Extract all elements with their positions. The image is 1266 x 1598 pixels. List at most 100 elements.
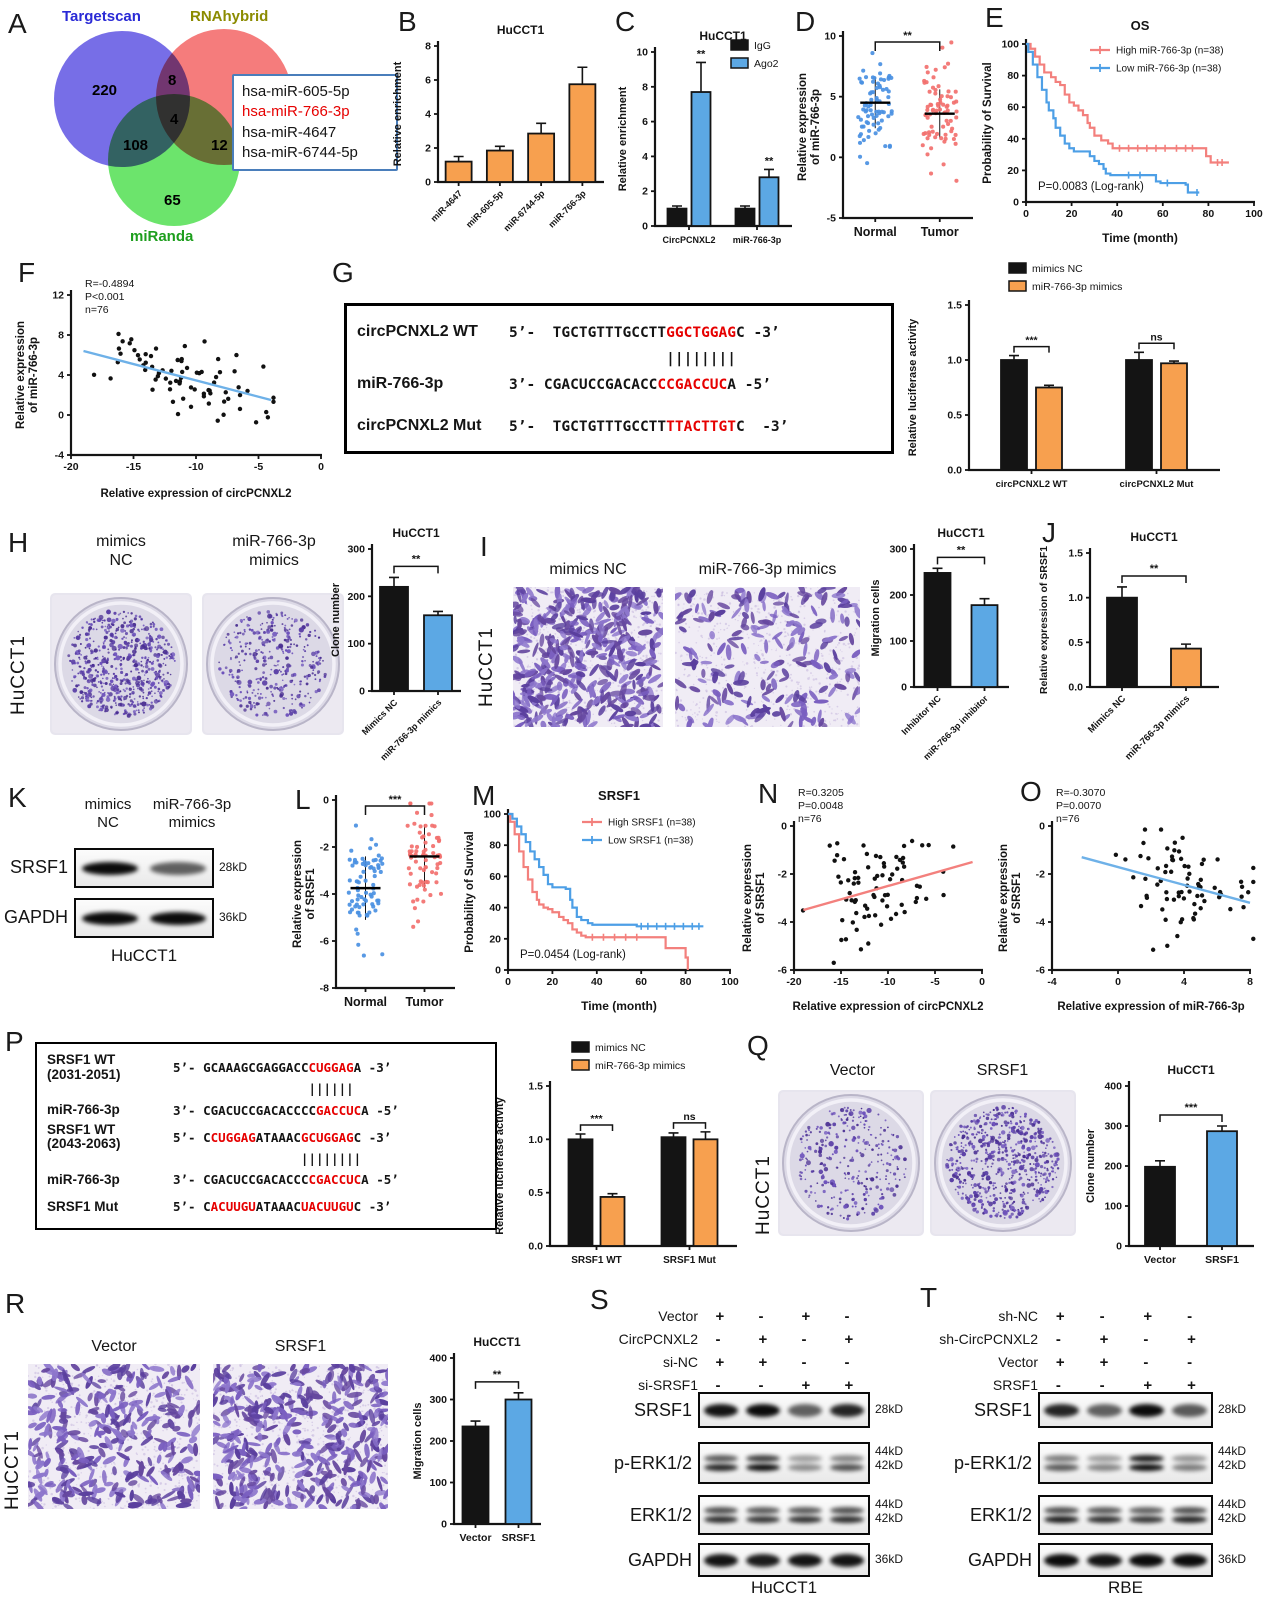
svg-text:Relative luciferase activity: Relative luciferase activity <box>494 1096 506 1234</box>
condition-label: sh-CircPCNXL2 <box>939 1331 1038 1347</box>
data-point <box>865 121 871 126</box>
data-point <box>925 104 930 109</box>
sequence-row: miR-766-3p 3’- CGACUCCGACACCCCGACCUCA -5’ <box>47 1166 489 1193</box>
svg-text:High miR-766-3p (n=38): High miR-766-3p (n=38) <box>1116 46 1224 57</box>
data-point <box>180 396 186 401</box>
condition-sign: - <box>715 1377 721 1394</box>
data-point <box>1187 871 1192 877</box>
condition-label: si-NC <box>663 1354 698 1370</box>
data-point <box>864 906 870 911</box>
protein-label: p-ERK1/2 <box>613 1453 692 1473</box>
panel-N: N -6 -4 -2 0 -20 -15 -10 -5 0 Relative expression… <box>740 770 990 1020</box>
data-point <box>421 883 426 888</box>
protein-band <box>1172 1516 1208 1523</box>
svg-text:R=0.3205: R=0.3205 <box>798 787 844 799</box>
svg-text:-6: -6 <box>778 965 787 977</box>
data-point <box>835 841 840 846</box>
svg-text:0.0: 0.0 <box>1068 682 1083 694</box>
data-point <box>223 390 228 395</box>
candidate-mirna-list: hsa-miR-605-5p hsa-miR-766-3p hsa-miR-4647… <box>232 74 398 171</box>
sequence-text: 5’- TGCTGTTTGCCTTTTACTTGTC -3’ <box>509 418 789 435</box>
data-point <box>874 85 879 91</box>
data-point <box>941 124 946 129</box>
data-point <box>363 878 368 883</box>
correlation-scatter: -6 -4 -2 0 -4 0 4 8 Relative expression of miR-7… <box>996 782 1260 1021</box>
svg-text:100: 100 <box>347 638 365 650</box>
svg-text:Low miR-766-3p (n=38): Low miR-766-3p (n=38) <box>1116 64 1221 75</box>
colony-dish-photo <box>202 593 344 740</box>
svg-text:0: 0 <box>1116 1241 1122 1253</box>
svg-text:OS: OS <box>1131 18 1150 33</box>
survival-curve <box>1026 42 1200 194</box>
condition-label: CircPCNXL2 <box>618 1331 698 1347</box>
data-point <box>935 131 940 137</box>
data-point <box>206 401 212 406</box>
panel-F: F -4 0 4 8 12 -20 -15 -10 -5 0 Relative expression… <box>5 255 335 500</box>
data-point <box>949 40 954 45</box>
data-point <box>851 881 857 886</box>
panel-letter: N <box>758 778 779 809</box>
chart-svg <box>668 582 865 733</box>
panel-D: D -5 0 5 10 Relative expression of miR-766-3p… <box>795 0 980 250</box>
svg-text:40: 40 <box>1111 208 1123 220</box>
blot-lane <box>1083 1545 1126 1575</box>
protein-band <box>703 1403 739 1417</box>
data-point <box>175 411 181 417</box>
svg-text:20: 20 <box>489 933 501 945</box>
data-point <box>430 870 435 875</box>
panel-letter: J <box>1042 517 1056 548</box>
data-point <box>201 391 207 396</box>
data-point <box>1144 893 1149 899</box>
svg-text:0: 0 <box>1023 208 1029 220</box>
data-point <box>850 920 856 925</box>
protein-label: GAPDH <box>627 1550 692 1570</box>
data-point <box>175 357 180 363</box>
blot-lane <box>700 1394 742 1426</box>
blot-lane <box>1040 1394 1083 1426</box>
svg-text:1.0: 1.0 <box>947 355 962 367</box>
data-point <box>838 880 844 885</box>
data-point <box>368 892 373 897</box>
data-point <box>840 917 845 923</box>
blot-strip <box>74 848 214 888</box>
data-point <box>371 882 376 887</box>
svg-text:**: ** <box>412 553 421 565</box>
bar <box>461 1425 490 1525</box>
svg-text:-2: -2 <box>320 842 329 854</box>
data-point <box>361 953 366 958</box>
chart-svg: -4 0 4 8 12 -20 -15 -10 -5 0 Relative expression o… <box>15 278 324 500</box>
data-point <box>1164 896 1170 902</box>
condition-sign: + <box>1055 1308 1065 1325</box>
protein-band <box>829 1464 865 1471</box>
data-point <box>897 857 903 863</box>
protein-band <box>82 911 138 925</box>
data-point <box>857 76 862 81</box>
colony-dish-photo <box>50 593 192 740</box>
data-point <box>856 115 861 120</box>
data-point <box>349 899 355 904</box>
sequence-label: SRSF1 WT (2031-2051) <box>47 1052 121 1082</box>
data-point <box>436 835 441 840</box>
data-point <box>434 880 439 885</box>
condition-sign: + <box>1099 1354 1109 1371</box>
colony-dish-photo <box>778 1090 924 1241</box>
bar <box>758 176 780 227</box>
bar <box>923 572 952 688</box>
svg-text:n=76: n=76 <box>798 813 822 825</box>
blot-lane <box>144 900 212 936</box>
panel-P: P SRSF1 WT (2031-2051) 5’- GCAAAGCGAGGACCC… <box>0 1020 745 1275</box>
condition-sign: + <box>801 1308 811 1325</box>
protein-label: GAPDH <box>967 1550 1032 1570</box>
svg-text:2: 2 <box>425 143 431 155</box>
svg-text:100: 100 <box>721 976 739 988</box>
svg-text:-4: -4 <box>778 917 787 929</box>
blot-lane <box>1126 1444 1169 1482</box>
data-point <box>914 895 920 901</box>
data-point <box>873 131 878 136</box>
svg-text:miR-766-3p: miR-766-3p <box>546 188 588 230</box>
luciferase-bar-chart: 0.0 0.5 1.0 1.5 Relative luciferase activity… <box>492 1034 744 1279</box>
protein-band <box>745 1455 781 1462</box>
kd-marker: 36kD <box>875 1552 904 1566</box>
data-point <box>887 143 892 148</box>
data-point <box>371 891 376 896</box>
